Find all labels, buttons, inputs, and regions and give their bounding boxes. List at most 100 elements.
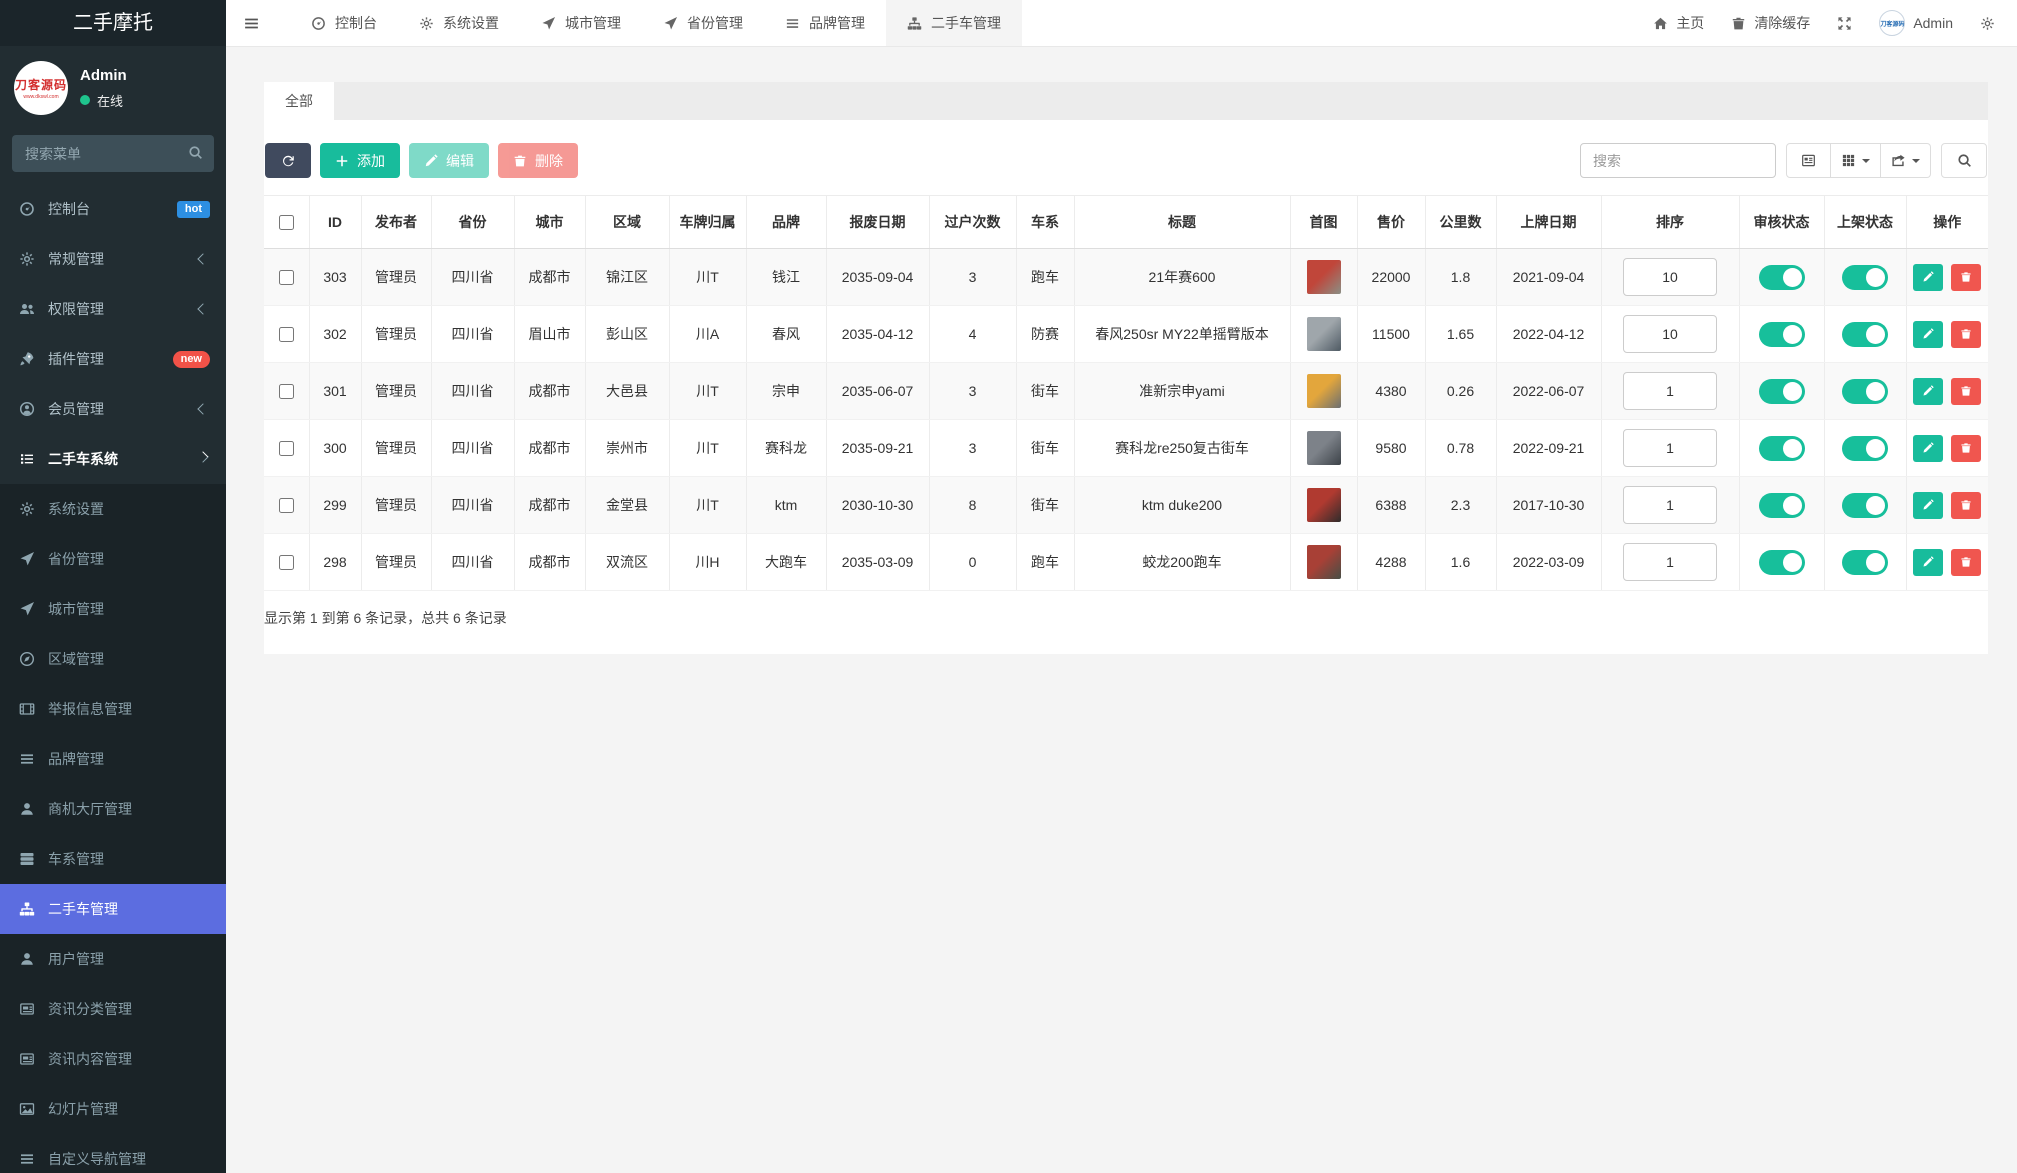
tab-all[interactable]: 全部 (264, 82, 334, 120)
audit-toggle[interactable] (1758, 492, 1805, 518)
audit-toggle[interactable] (1758, 321, 1805, 347)
row-edit-button[interactable] (1913, 320, 1944, 348)
listing-toggle[interactable] (1842, 321, 1888, 347)
cell-district: 大邑县 (584, 362, 669, 420)
sidebar-item-user-mgmt[interactable]: 用户管理 (0, 934, 226, 984)
app-title: 二手摩托 (0, 0, 226, 46)
listing-toggle[interactable] (1842, 435, 1888, 461)
columns-button[interactable] (1831, 143, 1881, 178)
sort-input[interactable] (1623, 486, 1717, 524)
cell-city: 成都市 (513, 362, 585, 420)
sidebar-item-member-mgmt[interactable]: 会员管理 (0, 384, 226, 434)
profile-menu[interactable]: 刀客源码 Admin (1879, 10, 1953, 36)
sidebar-item-report-info-mgmt[interactable]: 举报信息管理 (0, 684, 226, 734)
settings-menu[interactable] (1980, 16, 1995, 31)
tab-dashboard[interactable]: 控制台 (290, 0, 398, 46)
row-delete-button[interactable] (1951, 434, 1982, 462)
vehicle-thumbnail[interactable] (1306, 488, 1341, 522)
listing-toggle[interactable] (1842, 378, 1888, 404)
tab-system-settings[interactable]: 系统设置 (398, 0, 520, 46)
sidebar-item-series-mgmt[interactable]: 车系管理 (0, 834, 226, 884)
sort-input[interactable] (1623, 258, 1717, 296)
fullscreen-button[interactable] (1837, 16, 1852, 31)
search-button[interactable] (1941, 143, 1987, 178)
row-checkbox[interactable] (279, 497, 295, 513)
select-all-checkbox[interactable] (279, 214, 295, 230)
cell-id: 302 (308, 305, 361, 363)
listing-toggle[interactable] (1842, 264, 1888, 290)
cell-plate: 川T (668, 248, 746, 306)
vehicle-thumbnail[interactable] (1306, 260, 1341, 294)
tab-city-mgmt[interactable]: 城市管理 (520, 0, 642, 46)
sort-input[interactable] (1623, 372, 1717, 410)
table-search-input[interactable] (1580, 143, 1776, 178)
row-delete-button[interactable] (1951, 491, 1982, 519)
home-link[interactable]: 主页 (1653, 13, 1704, 33)
row-delete-button[interactable] (1951, 320, 1982, 348)
audit-toggle[interactable] (1758, 264, 1805, 290)
audit-toggle[interactable] (1758, 549, 1805, 575)
clear-cache-link[interactable]: 清除缓存 (1731, 13, 1810, 33)
audit-toggle[interactable] (1758, 435, 1805, 461)
delete-button[interactable]: 删除 (498, 143, 578, 178)
cell-scrap-date: 2035-04-12 (825, 305, 929, 363)
sidebar-item-news-category-mgmt[interactable]: 资讯分类管理 (0, 984, 226, 1034)
vehicle-thumbnail[interactable] (1306, 431, 1341, 465)
export-button[interactable] (1881, 143, 1931, 178)
user-info: Admin 在线 (80, 67, 127, 110)
listing-toggle[interactable] (1842, 492, 1888, 518)
vehicle-thumbnail[interactable] (1306, 317, 1341, 351)
row-delete-button[interactable] (1951, 377, 1982, 405)
sort-input[interactable] (1623, 543, 1717, 581)
add-button[interactable]: 添加 (320, 143, 400, 178)
sidebar-search-input[interactable] (12, 135, 214, 172)
cell-province: 四川省 (430, 533, 514, 591)
sidebar-item-news-content-mgmt[interactable]: 资讯内容管理 (0, 1034, 226, 1084)
sidebar-item-district-mgmt[interactable]: 区域管理 (0, 634, 226, 684)
audit-toggle[interactable] (1758, 378, 1805, 404)
sidebar-item-slideshow-mgmt[interactable]: 幻灯片管理 (0, 1084, 226, 1134)
header-audit-status: 审核状态 (1738, 195, 1824, 249)
detail-view-button[interactable] (1786, 143, 1831, 178)
row-checkbox[interactable] (279, 269, 295, 285)
row-delete-button[interactable] (1951, 263, 1982, 291)
sidebar-item-province-mgmt[interactable]: 省份管理 (0, 534, 226, 584)
sidebar-item-used-car-mgmt[interactable]: 二手车管理 (0, 884, 226, 934)
refresh-button[interactable] (265, 143, 311, 178)
row-checkbox[interactable] (279, 383, 295, 399)
sidebar-item-custom-nav-mgmt[interactable]: 自定义导航管理 (0, 1134, 226, 1173)
sidebar-item-permission-mgmt[interactable]: 权限管理 (0, 284, 226, 334)
row-delete-button[interactable] (1951, 548, 1982, 576)
edit-button[interactable]: 编辑 (409, 143, 489, 178)
sidebar-section-used-car-system[interactable]: 二手车系统 (0, 434, 226, 484)
row-checkbox[interactable] (279, 440, 295, 456)
list-icon (19, 451, 35, 467)
header-brand: 品牌 (745, 195, 826, 249)
row-edit-button[interactable] (1913, 434, 1944, 462)
row-edit-button[interactable] (1913, 491, 1944, 519)
header-series: 车系 (1015, 195, 1074, 249)
row-checkbox[interactable] (279, 326, 295, 342)
sidebar-item-dashboard[interactable]: 控制台 hot (0, 184, 226, 234)
tab-brand-mgmt[interactable]: 品牌管理 (764, 0, 886, 46)
sidebar-toggle-button[interactable] (226, 0, 276, 46)
sidebar-item-city-mgmt[interactable]: 城市管理 (0, 584, 226, 634)
sidebar-item-general-mgmt[interactable]: 常规管理 (0, 234, 226, 284)
sidebar-item-business-hall-mgmt[interactable]: 商机大厅管理 (0, 784, 226, 834)
vehicle-thumbnail[interactable] (1306, 545, 1341, 579)
sidebar-item-system-settings[interactable]: 系统设置 (0, 484, 226, 534)
tab-used-car-mgmt[interactable]: 二手车管理 (886, 0, 1022, 46)
row-checkbox[interactable] (279, 554, 295, 570)
sidebar-item-brand-mgmt[interactable]: 品牌管理 (0, 734, 226, 784)
tab-province-mgmt[interactable]: 省份管理 (642, 0, 764, 46)
vehicle-thumbnail[interactable] (1306, 374, 1341, 408)
listing-toggle[interactable] (1842, 549, 1888, 575)
cell-actions (1905, 476, 1988, 534)
cell-plate: 川T (668, 476, 746, 534)
sort-input[interactable] (1623, 429, 1717, 467)
sidebar-item-plugin-mgmt[interactable]: 插件管理 new (0, 334, 226, 384)
row-edit-button[interactable] (1913, 377, 1944, 405)
row-edit-button[interactable] (1913, 548, 1944, 576)
row-edit-button[interactable] (1913, 263, 1944, 291)
sort-input[interactable] (1623, 315, 1717, 353)
